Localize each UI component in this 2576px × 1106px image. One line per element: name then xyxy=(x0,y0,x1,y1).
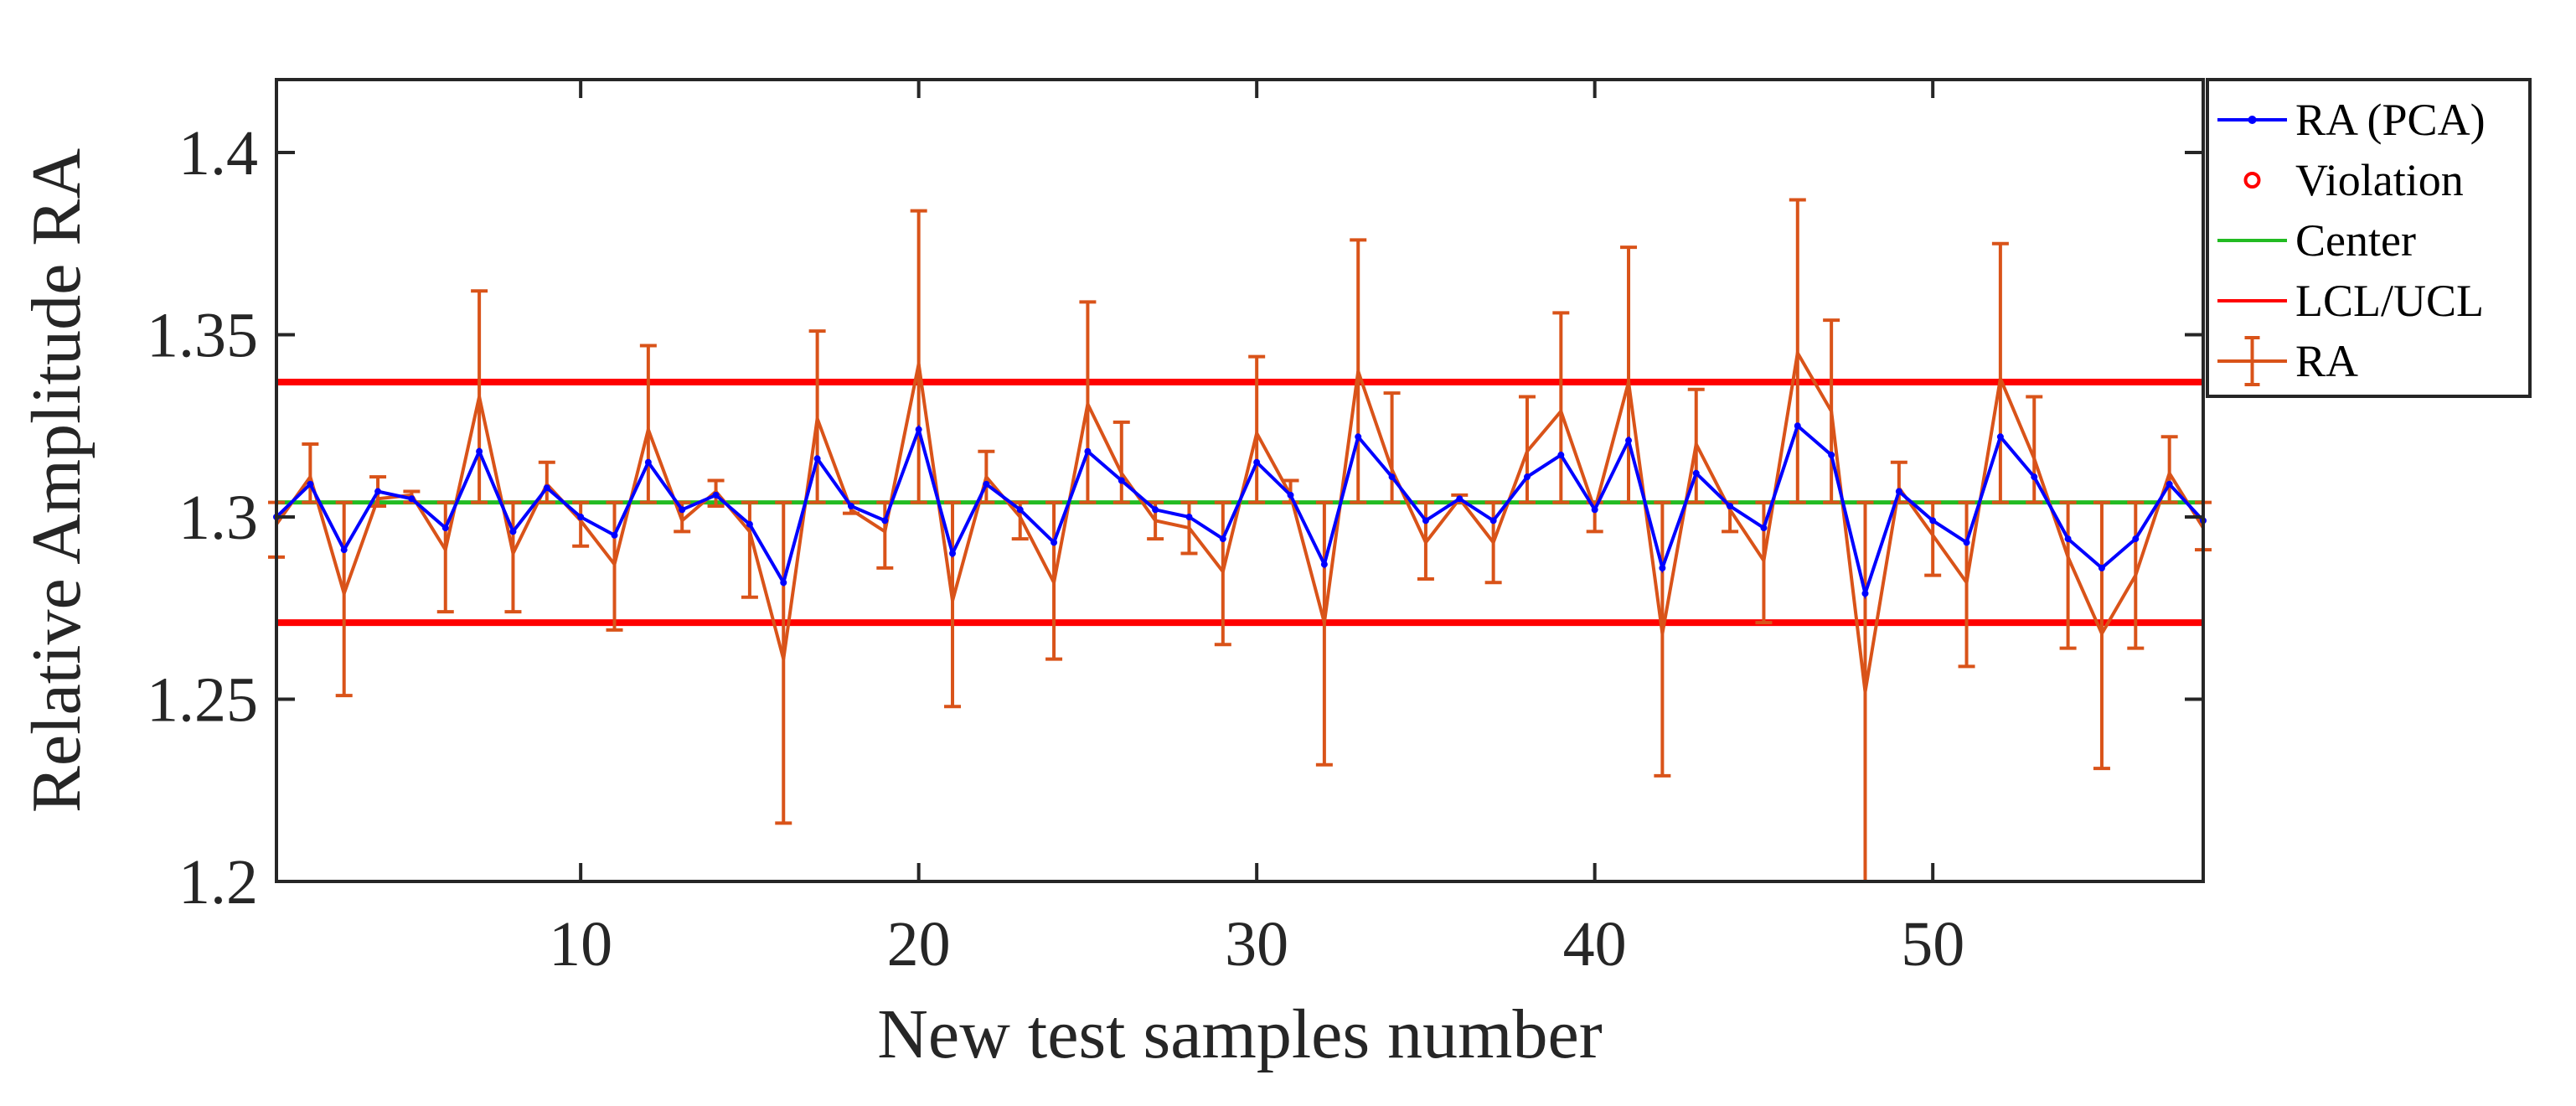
legend-swatch-dot xyxy=(2248,116,2257,124)
ra-pca-point xyxy=(374,488,382,495)
ra-pca-point xyxy=(1185,514,1193,520)
ra-pca-point xyxy=(1118,477,1125,484)
ra-pca-point xyxy=(1929,517,1937,525)
x-axis-title: New test samples number xyxy=(877,995,1602,1073)
ra-pca-point xyxy=(543,484,550,492)
ra-pca-point xyxy=(1760,525,1768,532)
legend-label: LCL/UCL xyxy=(2295,276,2484,326)
ra-pca-point xyxy=(1523,473,1531,481)
ra-pca-point xyxy=(611,531,618,539)
y-tick-label: 1.4 xyxy=(178,118,258,189)
ra-pca-point xyxy=(1422,517,1429,525)
ra-pca-point xyxy=(1557,452,1565,459)
x-tick-label: 50 xyxy=(1901,909,1964,979)
x-tick-label: 10 xyxy=(549,909,612,979)
ra-pca-point xyxy=(1051,539,1058,546)
ra-pca-series-line xyxy=(275,422,2205,600)
legend-label: RA (PCA) xyxy=(2295,95,2486,145)
ra-pca-point xyxy=(408,495,416,503)
ra-pca-point xyxy=(1253,458,1261,466)
ra-pca-point xyxy=(881,517,889,525)
y-tick-label: 1.2 xyxy=(178,847,258,917)
ra-pca-point xyxy=(1625,437,1633,444)
ra-pca-point xyxy=(847,502,854,509)
ra-pca-point xyxy=(1659,564,1666,571)
ra-pca-point xyxy=(2132,535,2140,543)
y-axis-title: Relative Amplitude RA xyxy=(18,148,96,814)
ra-pca-point xyxy=(1591,506,1598,514)
ra-pca-point xyxy=(983,480,990,488)
ra-pca-point xyxy=(1152,506,1159,514)
legend: RA (PCA) Violation Center LCL/UCL RA xyxy=(2206,78,2532,398)
ra-pca-point xyxy=(2098,564,2105,571)
ra-pca-point xyxy=(1219,535,1226,543)
ra-pca-point xyxy=(1895,488,1902,495)
ra-pca-point xyxy=(1355,433,1362,441)
ra-pca-point xyxy=(949,550,957,557)
ra-pca-point xyxy=(1692,469,1700,477)
ra-pca-point xyxy=(746,520,753,528)
ra-pca-point xyxy=(1287,491,1294,499)
legend-box xyxy=(2206,78,2532,398)
plot-area-frame xyxy=(275,78,2205,883)
ra-pca-point xyxy=(679,506,686,514)
x-tick-label: 40 xyxy=(1563,909,1627,979)
ra-pca-point xyxy=(2031,473,2038,481)
ra-pca-point xyxy=(509,528,517,535)
ra-pca-point xyxy=(1084,447,1092,455)
ra-pca-point xyxy=(1828,452,1835,459)
legend-label: Center xyxy=(2295,215,2416,266)
x-tick-label: 30 xyxy=(1225,909,1288,979)
legend-label: RA xyxy=(2295,336,2358,386)
ra-pca-point xyxy=(1996,433,2004,441)
y-tick-label: 1.25 xyxy=(147,665,258,736)
ra-pca-point xyxy=(1963,539,1970,546)
ra-pca-point xyxy=(1861,590,1869,597)
ra-pca-point xyxy=(813,455,821,463)
legend-swatch-circle xyxy=(2243,172,2261,189)
ra-pca-point xyxy=(1489,517,1497,525)
ra-pca-point xyxy=(476,447,483,455)
ra-pca-point xyxy=(1727,502,1734,509)
ra-pca-point xyxy=(441,525,449,532)
ra-pca-point xyxy=(340,546,348,554)
ra-pca-point xyxy=(2166,480,2173,488)
ra-pca-point xyxy=(1016,506,1024,514)
ra-pca-point xyxy=(915,426,922,433)
ra-pca-point xyxy=(712,491,720,499)
x-tick-label: 20 xyxy=(887,909,951,979)
ra-pca-point xyxy=(307,480,314,488)
ra-pca-point xyxy=(780,579,787,587)
ra-pca-point xyxy=(1388,473,1396,481)
ra-pca-point xyxy=(1794,422,1801,430)
legend-label: Violation xyxy=(2295,155,2464,205)
ra-pca-point xyxy=(1320,561,1328,568)
y-tick-label: 1.3 xyxy=(178,483,258,553)
ra-pca-point xyxy=(644,458,652,466)
ra-pca-point xyxy=(1456,495,1464,503)
y-tick-label: 1.35 xyxy=(147,301,258,371)
ra-pca-point xyxy=(577,514,585,520)
ra-pca-point xyxy=(2064,535,2072,543)
